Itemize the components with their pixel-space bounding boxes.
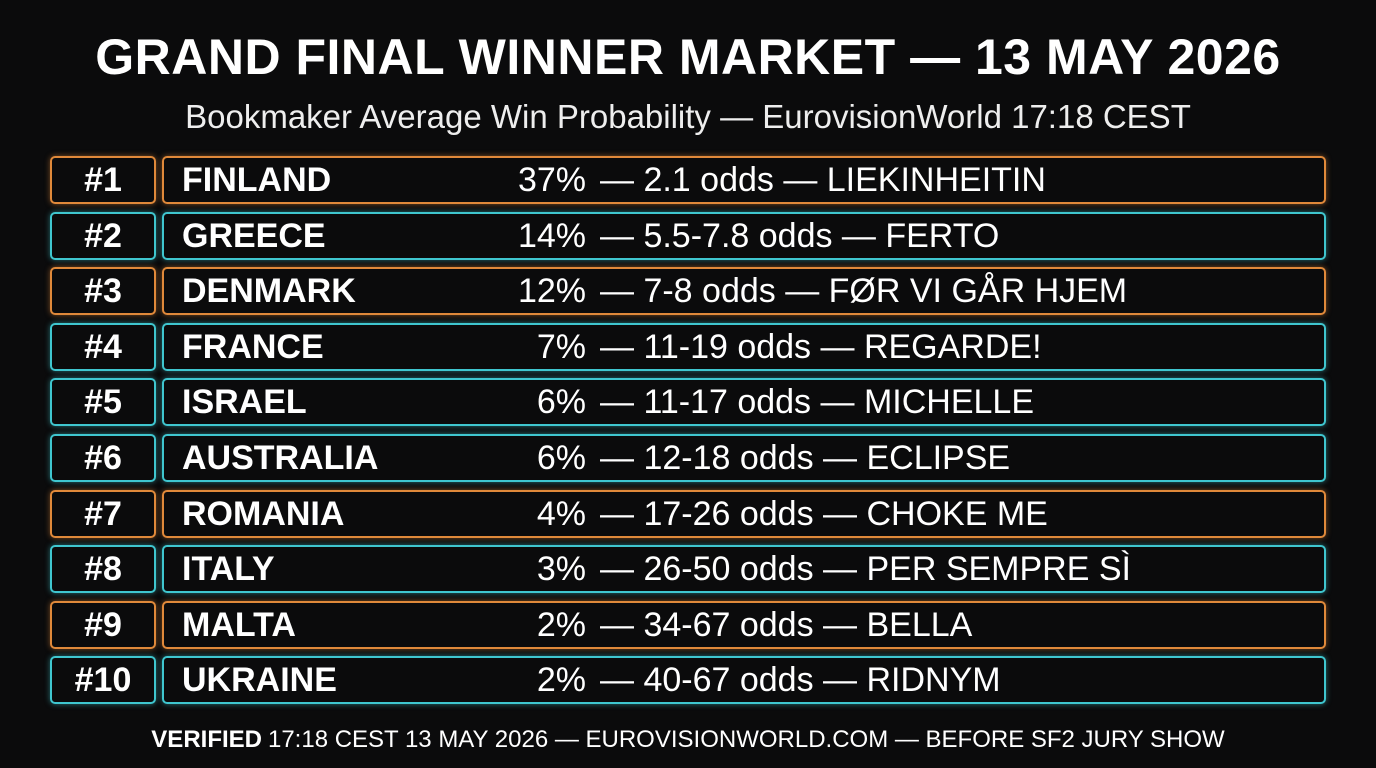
win-probability: 37% (517, 161, 586, 199)
entry-row: AUSTRALIA 6% — 12-18 odds — ECLIPSE (162, 434, 1326, 482)
rank-cell: #7 (50, 489, 156, 538)
country: ROMANIA (182, 494, 345, 533)
country: GREECE (182, 216, 326, 255)
win-probability: 2% (536, 661, 586, 700)
odds-and-song: — 12-18 odds — ECLIPSE (600, 439, 1011, 477)
rank-cell: #6 (50, 434, 156, 482)
entry-row: DENMARK 12% — 7-8 odds — FØR VI GÅR HJEM (162, 267, 1326, 316)
odds-and-song: — 40-67 odds — RIDNYM (600, 661, 1001, 700)
rank-cell: #2 (50, 211, 156, 260)
win-probability: 6% (536, 383, 586, 422)
odds-and-song: — 17-26 odds — CHOKE ME (600, 494, 1048, 533)
rank-cell: #4 (50, 322, 156, 371)
country: ITALY (182, 550, 275, 589)
country: DENMARK (182, 272, 356, 311)
win-probability: 7% (536, 327, 586, 366)
subtitle: Bookmaker Average Win Probability — Euro… (185, 98, 1191, 135)
odds-and-song: — 26-50 odds — PER SEMPRE SÌ (600, 550, 1131, 589)
odds-and-song: — 5.5-7.8 odds — FERTO (600, 216, 1000, 255)
country: UKRAINE (182, 661, 337, 700)
footer: VERIFIED 17:18 CEST 13 MAY 2026 — EUROVIS… (0, 726, 1376, 754)
win-probability: 12% (517, 272, 586, 311)
entry-row: MALTA 2% — 34-67 odds — BELLA (162, 600, 1326, 649)
country: AUSTRALIA (182, 439, 379, 477)
country: FINLAND (182, 161, 332, 199)
odds-and-song: — 2.1 odds — LIEKINHEITIN (600, 161, 1046, 199)
rank-cell: #10 (50, 656, 156, 705)
entry-row: FRANCE 7% — 11-19 odds — REGARDE! (162, 322, 1326, 371)
footer-label: VERIFIED (151, 726, 262, 753)
country: FRANCE (182, 327, 324, 366)
entry-row: ROMANIA 4% — 17-26 odds — CHOKE ME (162, 489, 1326, 538)
win-probability: 6% (536, 439, 586, 477)
odds-and-song: — 11-19 odds — REGARDE! (600, 327, 1042, 366)
title: GRAND FINAL WINNER MARKET — 13 MAY 2026 (95, 29, 1281, 85)
odds-and-song: — 34-67 odds — BELLA (600, 605, 973, 644)
odds-and-song: — 7-8 odds — FØR VI GÅR HJEM (600, 272, 1128, 311)
entry-row: UKRAINE 2% — 40-67 odds — RIDNYM (162, 656, 1326, 705)
win-probability: 2% (536, 605, 586, 644)
rank-cell: #8 (50, 545, 156, 594)
odds-and-song: — 11-17 odds — MICHELLE (600, 383, 1034, 422)
rank-cell: #5 (50, 378, 156, 427)
footer-text: 17:18 CEST 13 MAY 2026 — EUROVISIONWORLD… (267, 726, 1225, 753)
win-probability: 4% (536, 494, 586, 533)
win-probability: 14% (517, 216, 586, 255)
country: ISRAEL (182, 383, 307, 422)
rank-cell: #1 (50, 156, 156, 204)
country: MALTA (182, 605, 296, 644)
rank-cell: #9 (50, 600, 156, 649)
win-probability: 3% (536, 550, 586, 589)
entry-row: GREECE 14% — 5.5-7.8 odds — FERTO (162, 211, 1326, 260)
entry-row: ITALY 3% — 26-50 odds — PER SEMPRE SÌ (162, 545, 1326, 594)
entry-row: FINLAND 37% — 2.1 odds — LIEKINHEITIN (162, 156, 1326, 204)
entry-row: ISRAEL 6% — 11-17 odds — MICHELLE (162, 378, 1326, 427)
rank-cell: #3 (50, 267, 156, 316)
